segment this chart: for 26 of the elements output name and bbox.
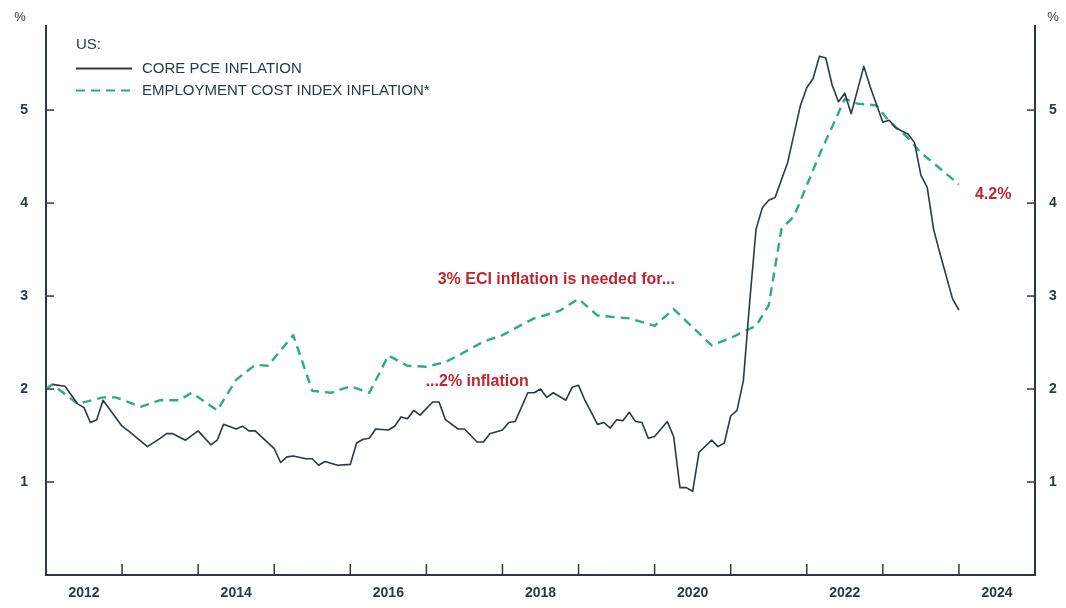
y2-tick-label: 5	[1049, 100, 1057, 117]
y-axis-title: %	[14, 9, 27, 25]
x-tick-label: 2018	[524, 584, 557, 601]
line-series	[46, 97, 961, 412]
y-tick-label: 3	[20, 286, 29, 303]
x-tick-label: 2012	[68, 584, 100, 601]
y2-tick-label: 2	[1049, 379, 1057, 396]
y2-tick-label: 1	[1049, 472, 1057, 489]
y2-axis-title: %	[1047, 9, 1060, 25]
y-tick-label: 1	[20, 472, 29, 489]
legend-title: US:	[76, 34, 102, 52]
legend-label: EMPLOYMENT COST INDEX INFLATION*	[142, 80, 430, 98]
annotation: 3% ECI inflation is needed for...	[437, 269, 676, 287]
legend-label: CORE PCE INFLATION	[142, 58, 302, 76]
annotation: ...2% inflation	[425, 371, 529, 389]
data-label: 4.2%	[974, 184, 1012, 202]
y-tick-label: 2	[20, 379, 29, 396]
x-tick-label: 2014	[220, 584, 252, 601]
x-tick-label: 2020	[677, 584, 709, 601]
y2-tick-label: 4	[1049, 193, 1057, 210]
x-tick-label: 2022	[829, 584, 861, 601]
x-tick-label: 2024	[981, 584, 1013, 601]
x-tick-label: 2016	[372, 584, 405, 601]
y-tick-label: 4	[20, 193, 29, 210]
y2-tick-label: 3	[1049, 286, 1057, 303]
y-tick-label: 5	[20, 100, 29, 117]
